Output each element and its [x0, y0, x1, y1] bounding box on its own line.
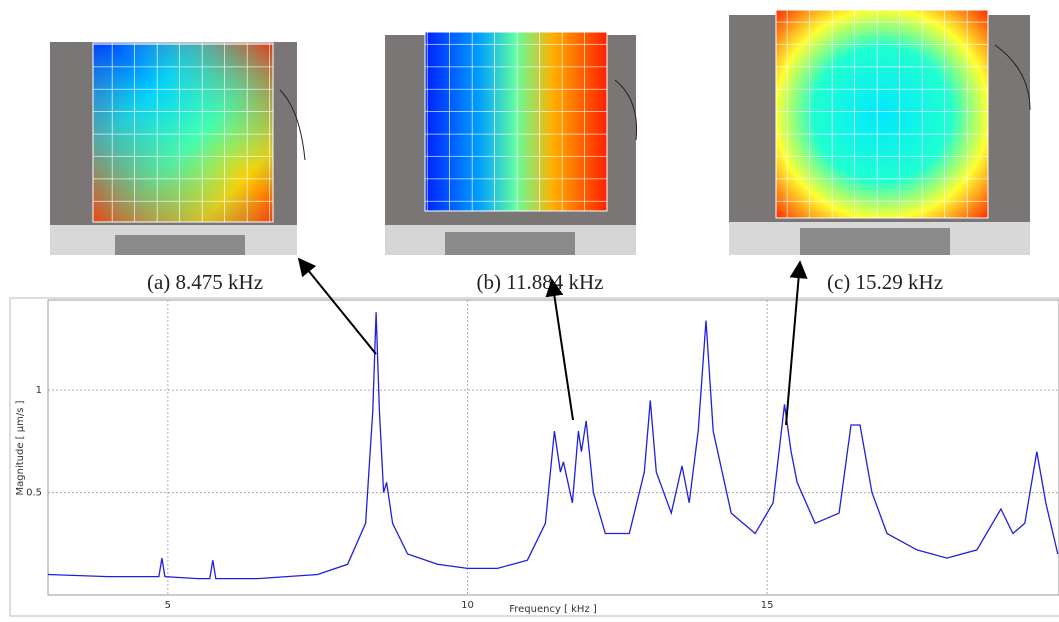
arrow — [297, 257, 377, 355]
arrow — [785, 260, 808, 426]
x-tick-label: 10 — [461, 600, 474, 611]
mode-image-a — [50, 42, 306, 255]
y-axis-label: Magnitude [ µm/s ] — [15, 400, 26, 495]
caption: (a) 8.475 kHz — [147, 270, 263, 294]
plot-area — [47, 299, 1059, 596]
y-tick-label: 0.5 — [26, 488, 42, 499]
mode-image-c — [729, 9, 1031, 255]
caption: (b) 11.884 kHz — [477, 270, 604, 294]
x-tick-label: 5 — [165, 600, 171, 611]
caption: (c) 15.29 kHz — [827, 270, 943, 294]
x-axis-label: Frequency [ kHz ] — [509, 604, 597, 615]
spectrum-line — [47, 312, 1059, 580]
y-tick-label: 1 — [36, 385, 42, 396]
x-tick-label: 15 — [761, 600, 774, 611]
chart-frame — [9, 297, 1059, 617]
mode-image-b — [385, 31, 638, 255]
arrow — [545, 278, 574, 421]
